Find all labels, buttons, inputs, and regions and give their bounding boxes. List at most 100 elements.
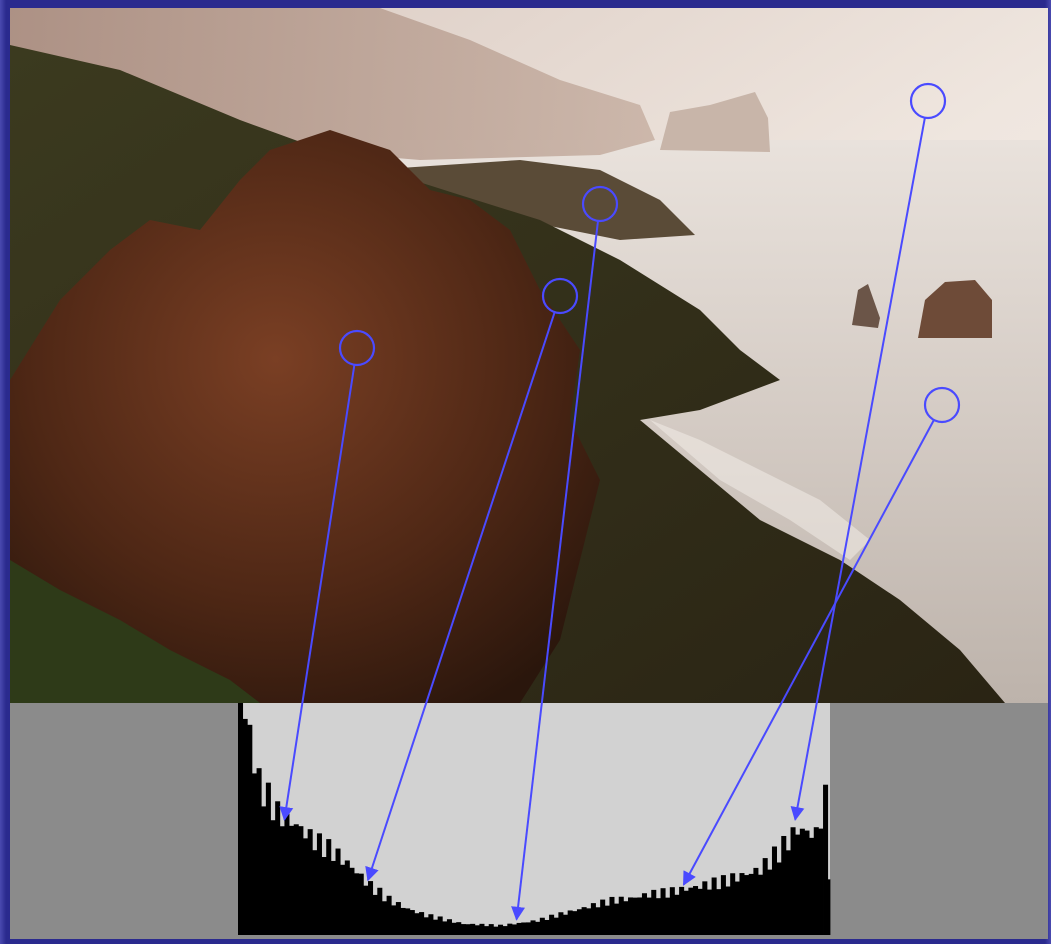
histogram-bar (744, 875, 750, 935)
rock-shadow-sample-arrow (365, 311, 556, 882)
histogram-bar (251, 773, 257, 935)
mid-headland (400, 160, 695, 240)
histogram-bar (275, 801, 281, 935)
histogram-bar (247, 724, 253, 935)
sea-stack-large (660, 92, 770, 152)
histogram-bar (419, 912, 425, 935)
histogram-bar (609, 896, 615, 935)
histogram-bar (502, 926, 508, 935)
bright-sky-sample-arrow (790, 117, 926, 821)
histogram-bar (665, 897, 671, 935)
histogram-bar (809, 837, 815, 935)
bright-sky-sample-circle (909, 82, 947, 120)
rocky-outcrop (10, 130, 600, 703)
histogram-bar (446, 919, 452, 935)
histogram-bar (242, 718, 248, 935)
midtone-hill-sample-arrow (511, 220, 599, 921)
histogram-bar (753, 867, 759, 935)
histogram-bar (433, 919, 439, 935)
histogram-bar (544, 919, 550, 935)
histogram-bar (395, 902, 401, 935)
histogram-bar (340, 864, 346, 935)
histogram-bar (785, 850, 791, 935)
histogram-bar (511, 924, 517, 935)
histogram-bar (795, 834, 801, 935)
histogram-bar (414, 913, 420, 935)
histogram-bar (595, 907, 601, 935)
histogram-bar (330, 860, 336, 935)
histogram-bar (767, 869, 773, 935)
histogram-bar (298, 826, 304, 935)
histogram-bar (748, 873, 754, 935)
histogram-bar (600, 899, 606, 935)
histogram-bar (762, 858, 768, 935)
histogram-bar (623, 901, 629, 935)
histogram-bar (479, 923, 485, 935)
histogram-bar (535, 921, 541, 935)
histogram-bar (456, 922, 462, 935)
histogram-bar (377, 887, 383, 935)
histogram-bar (465, 924, 471, 935)
midtone-hill-sample-circle (581, 185, 619, 223)
histogram-bar (628, 897, 634, 935)
histogram-bar (484, 926, 490, 935)
histogram-bar (674, 894, 680, 935)
histogram-bar (679, 886, 685, 935)
histogram-bar (693, 886, 699, 935)
histogram-bar (372, 894, 378, 935)
histogram-bar (637, 897, 643, 935)
histogram-bar (539, 917, 545, 935)
histogram-bar (739, 873, 745, 935)
dark-rock-sample-arrow (279, 364, 356, 821)
histogram-bar (683, 890, 689, 935)
histogram-bar (493, 926, 499, 935)
histogram-bar (238, 703, 244, 935)
histogram-bar (442, 921, 448, 935)
histogram-bar (349, 867, 355, 935)
histogram-bar (321, 857, 327, 935)
histogram-bar (293, 824, 299, 935)
histogram-bar (632, 897, 638, 935)
histogram-bar (567, 910, 573, 935)
histogram-bar (368, 881, 374, 935)
dark-rock-sample-circle (338, 329, 376, 367)
surf-foam (650, 420, 870, 560)
histogram-bar (558, 912, 564, 935)
histogram-bar (688, 887, 694, 935)
histogram-bar (256, 768, 262, 935)
histogram-bar (474, 925, 480, 935)
histogram-bar (470, 923, 476, 935)
histogram-bar (651, 889, 657, 935)
histogram-bar (358, 873, 364, 935)
histogram-bar (827, 879, 831, 935)
histogram-bar (270, 820, 276, 935)
histogram-bar (655, 898, 661, 935)
histogram-bar (572, 911, 578, 935)
histogram-bar (316, 833, 322, 935)
histogram-bar (614, 903, 620, 935)
histogram-bar (525, 922, 531, 935)
histogram-bar (289, 825, 295, 935)
histogram-bar (488, 924, 494, 935)
histogram-bar (428, 914, 434, 935)
histogram-bar (312, 850, 318, 935)
histogram-bar (641, 893, 647, 935)
histogram-bar (405, 908, 411, 935)
histogram-bar (381, 901, 387, 935)
histogram-bar (590, 903, 596, 935)
histogram-bar (734, 881, 740, 935)
histogram-bar (265, 782, 271, 935)
histogram-bars (238, 703, 831, 935)
histogram-bar (716, 889, 722, 935)
sea-stack-rock (918, 280, 992, 338)
histogram-bar (781, 835, 787, 935)
histogram-bar (720, 875, 726, 935)
histogram-bar (730, 873, 736, 935)
histogram-bar (706, 889, 712, 935)
histogram-bar (711, 877, 717, 935)
histogram-bar (451, 922, 457, 935)
histogram-bar (553, 917, 559, 935)
histogram-bar (460, 924, 466, 935)
distant-cliff (10, 8, 655, 160)
